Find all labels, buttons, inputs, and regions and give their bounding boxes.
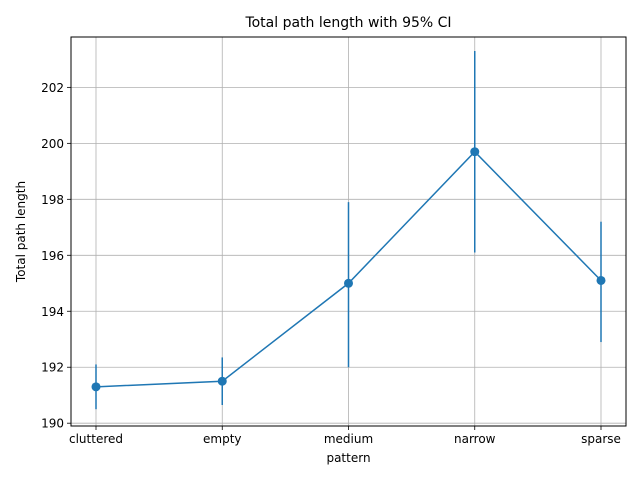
data-points [91,147,606,392]
y-tick-label: 198 [41,193,64,207]
data-point [344,278,353,288]
x-tick-label: cluttered [69,432,123,446]
x-axis-label: pattern [326,451,370,465]
y-tick-label: 190 [41,417,64,431]
data-point [470,147,480,157]
chart-title: Total path length with 95% CI [244,15,451,31]
y-tick-label: 194 [41,305,64,319]
x-tick-label: narrow [454,432,496,446]
y-tick-label: 196 [41,249,64,263]
data-point [596,275,606,285]
y-tick-label: 200 [41,137,64,151]
x-tick-label: medium [324,432,373,446]
y-tick-label: 202 [41,81,64,95]
y-axis-label: Total path length [14,181,28,283]
axis-ticks: cluttered empty medium narrow sparse 190 192 19… [41,81,621,446]
data-point [91,382,101,392]
y-tick-label: 192 [41,361,64,375]
x-tick-label: sparse [581,432,621,446]
data-point [217,376,227,386]
x-tick-label: empty [203,432,242,446]
